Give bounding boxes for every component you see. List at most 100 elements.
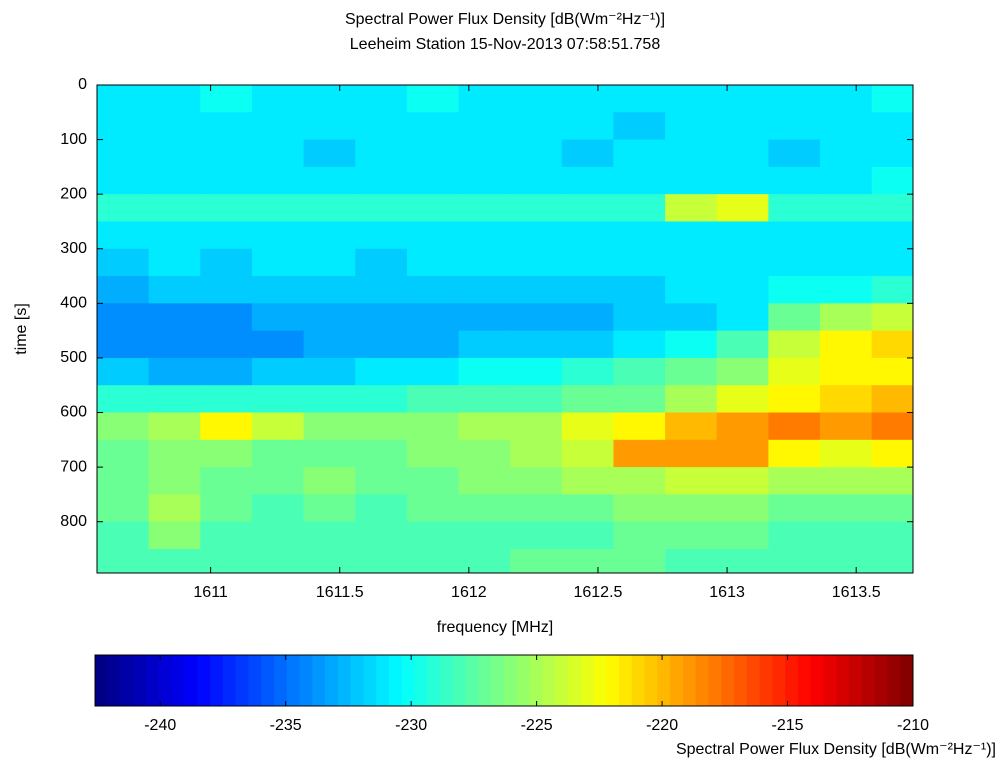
heatmap-cell (510, 248, 563, 277)
heatmap-cell (613, 303, 666, 332)
colorbar-swatch (734, 655, 748, 706)
heatmap-cell (303, 467, 356, 495)
heatmap-cell (148, 112, 201, 141)
heatmap-cell (200, 521, 253, 550)
heatmap-cell (355, 385, 408, 414)
heatmap-cell (303, 303, 356, 332)
colorbar-swatch (529, 655, 543, 706)
colorbar-swatch (414, 655, 428, 706)
heatmap-cell (458, 221, 511, 250)
heatmap-cell (820, 303, 873, 332)
heatmap-cell (820, 494, 873, 523)
heatmap-cell (97, 112, 150, 141)
heatmap-cell (355, 194, 408, 222)
colorbar-swatch (337, 655, 352, 706)
heatmap-cell (458, 248, 511, 277)
heatmap-cell (200, 548, 253, 574)
colorbar-swatch (261, 655, 275, 706)
heatmap-cell (613, 166, 666, 195)
heatmap-cell (613, 521, 666, 550)
heatmap-cell (561, 276, 614, 304)
y-tick-label: 400 (60, 295, 87, 312)
heatmap-cell (561, 85, 614, 113)
heatmap-cell (665, 303, 718, 332)
heatmap-cell (561, 330, 614, 359)
heatmap-cell (148, 494, 201, 523)
heatmap-cell (665, 221, 718, 250)
colorbar-swatch (184, 655, 198, 706)
colorbar-swatch (146, 655, 160, 706)
heatmap-cell (871, 467, 914, 495)
heatmap-cell (251, 494, 305, 523)
heatmap-cell (768, 412, 821, 441)
heatmap-cell (871, 112, 914, 141)
heatmap-cell (458, 494, 511, 523)
heatmap-cell (768, 385, 821, 414)
heatmap-cell (820, 330, 873, 359)
heatmap-cell (200, 357, 253, 386)
heatmap-cell (768, 548, 821, 574)
heatmap-cell (251, 85, 305, 113)
heatmap-cell (200, 194, 253, 222)
colorbar-swatch (861, 655, 876, 706)
heatmap-cell (613, 248, 666, 277)
heatmap-cell (251, 548, 305, 574)
colorbar-swatch (452, 655, 467, 706)
heatmap-cell (871, 548, 914, 574)
colorbar-tick-label: -220 (646, 717, 678, 734)
heatmap-cell (665, 548, 718, 574)
heatmap-cell (355, 521, 408, 550)
heatmap-cell (613, 412, 666, 441)
y-tick-label: 600 (60, 404, 87, 421)
colorbar-swatch (580, 655, 594, 706)
heatmap-cell (200, 494, 253, 523)
heatmap-cell (716, 112, 769, 141)
heatmap-cell (871, 412, 914, 441)
heatmap-cell (458, 467, 511, 495)
heatmap-cell (665, 467, 718, 495)
x-tick-label: 1613 (709, 584, 745, 601)
colorbar-swatch (555, 655, 569, 706)
colorbar-swatch (427, 655, 441, 706)
heatmap-cell (871, 85, 914, 113)
heatmap-cell (200, 467, 253, 495)
heatmap-cell (768, 521, 821, 550)
heatmap-cell (561, 521, 614, 550)
colorbar-frame (94, 654, 914, 707)
x-axis-label: frequency [MHz] (437, 619, 553, 636)
heatmap-cell (251, 467, 305, 495)
heatmap-cell (458, 166, 511, 195)
colorbar-swatch (785, 655, 799, 706)
colorbar-label: Spectral Power Flux Density [dB(Wm⁻²Hz⁻¹… (676, 741, 996, 758)
colorbar-swatch (120, 655, 134, 706)
heatmap-cell (665, 112, 718, 141)
heatmap-cell (716, 357, 769, 386)
y-tick-label: 500 (60, 349, 87, 366)
heatmap-cell (561, 303, 614, 332)
heatmap-cell (561, 139, 614, 168)
heatmap-cell (613, 221, 666, 250)
heatmap-cell (458, 303, 511, 332)
heatmap-cell (200, 439, 253, 468)
heatmap-cell (768, 112, 821, 141)
heatmap-cell (148, 521, 201, 550)
heatmap-cell (510, 276, 563, 304)
heatmap-cell (355, 412, 408, 441)
x-tick-label: 1613.5 (832, 584, 881, 601)
heatmap-cell (820, 548, 873, 574)
heatmap-cell (613, 85, 666, 113)
heatmap-cell (251, 521, 305, 550)
colorbar-swatch (900, 655, 914, 706)
heatmap-cell (665, 385, 718, 414)
heatmap-cell (251, 412, 305, 441)
heatmap-cell (510, 139, 563, 168)
heatmap-cell (97, 385, 150, 414)
heatmap-cell (200, 303, 253, 332)
y-axis-label: time [s] (13, 303, 30, 355)
heatmap-cell (665, 194, 718, 222)
heatmap-cell (97, 166, 150, 195)
heatmap-cell (716, 248, 769, 277)
heatmap-cell (665, 248, 718, 277)
heatmap-cell (665, 357, 718, 386)
heatmap-cell (200, 385, 253, 414)
